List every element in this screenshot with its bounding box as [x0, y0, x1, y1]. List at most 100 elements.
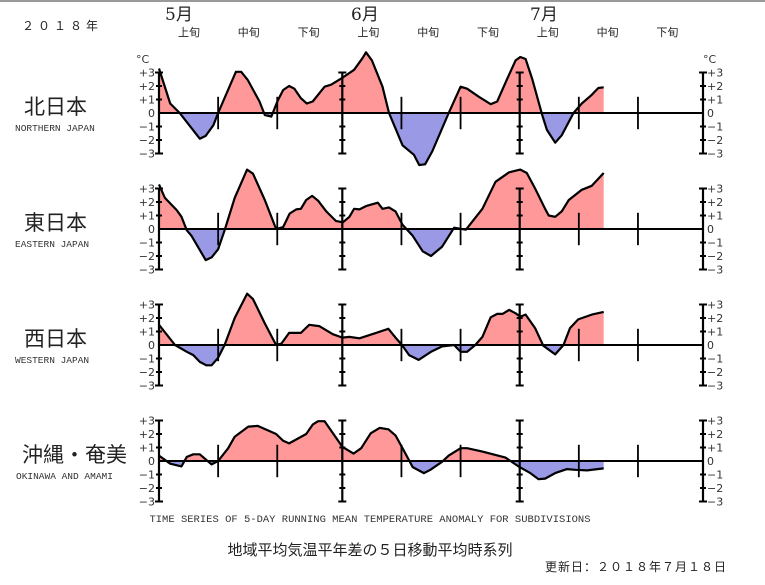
y-tick-label-left: −1: [139, 121, 155, 134]
y-tick-label-right: −2: [707, 250, 723, 263]
y-tick-label-right: −1: [707, 353, 723, 366]
region-name-en: OKINAWA AND AMAMI: [16, 471, 113, 482]
y-tick-label-left: −3: [139, 148, 155, 161]
y-tick-label-right: +3: [707, 183, 723, 196]
y-tick-label-right: +2: [707, 80, 723, 93]
y-tick-label-right: +3: [707, 299, 723, 312]
y-tick-label-left: +3: [139, 415, 155, 428]
region-name-ja: 北日本: [24, 95, 87, 119]
panel-0: +3 +3+2 +2+1 +10 0−1 −1−2 −2−3 −3°C °C: [136, 51, 723, 167]
decade-label: 下旬: [477, 26, 499, 39]
y-tick-label-left: +2: [139, 196, 155, 209]
y-tick-label-right: +2: [707, 196, 723, 209]
decade-label: 上旬: [536, 26, 559, 39]
y-tick-label-right: −1: [707, 469, 723, 482]
negative-anomaly-area: [159, 461, 604, 480]
region-name-ja: 沖縄・奄美: [22, 443, 127, 467]
positive-anomaly-area: [159, 169, 604, 229]
panel-2: +3 +3+2 +2+1 +10 0−1 −1−2 −2−3 −3: [139, 292, 723, 393]
y-tick-label-right: +2: [707, 428, 723, 441]
y-tick-label-left: +3: [139, 183, 155, 196]
y-tick-label-left: −3: [139, 380, 155, 393]
y-tick-label-left: 0: [148, 223, 155, 236]
y-tick-label-right: +2: [707, 312, 723, 325]
y-tick-label-right: −1: [707, 237, 723, 250]
y-tick-label-right: −3: [707, 264, 723, 277]
y-tick-label-right: −3: [707, 496, 723, 509]
y-tick-label-left: +1: [139, 442, 155, 455]
decade-label: 中旬: [596, 26, 619, 39]
y-tick-label-left: +1: [139, 326, 155, 339]
y-tick-label-left: +3: [139, 67, 155, 80]
y-tick-label-right: 0: [707, 107, 714, 120]
anomaly-line: [158, 420, 604, 481]
anomaly-line: [157, 168, 605, 262]
y-tick-label-left: +3: [139, 299, 155, 312]
y-tick-label-right: +1: [707, 210, 723, 223]
negative-anomaly-area: [159, 345, 604, 366]
y-tick-label-left: +2: [139, 428, 155, 441]
month-label-may: 5月: [165, 5, 193, 25]
decade-label: 下旬: [297, 26, 320, 39]
region-name-en: WESTERN JAPAN: [15, 355, 90, 366]
y-tick-label-right: −1: [707, 121, 723, 134]
y-tick-label-right: −2: [707, 482, 723, 495]
month-label-july: 7月: [530, 5, 558, 25]
y-tick-label-right: −2: [707, 134, 723, 147]
y-tick-label-left: 0: [148, 455, 155, 468]
y-tick-label-left: +1: [139, 210, 155, 223]
positive-anomaly-area: [159, 293, 604, 345]
region-name-ja: 西日本: [24, 327, 87, 351]
decade-label: 上旬: [178, 26, 200, 39]
region-name-ja: 東日本: [24, 211, 87, 235]
unit-label-right: °C: [703, 53, 717, 66]
y-tick-label-right: 0: [707, 339, 714, 352]
y-tick-label-left: −2: [139, 250, 155, 263]
y-tick-label-left: −3: [139, 264, 155, 277]
y-tick-label-left: 0: [148, 339, 155, 352]
unit-label-left: °C: [136, 53, 150, 66]
y-tick-label-left: −1: [139, 469, 155, 482]
decade-label: 下旬: [656, 26, 679, 39]
updated-date: 更新日：２０１８年７月１８日: [544, 560, 727, 574]
panel-3: +3 +3+2 +2+1 +10 0−1 −1−2 −2−3 −3: [139, 415, 723, 509]
y-tick-label-left: −2: [139, 366, 155, 379]
y-tick-label-right: 0: [707, 223, 714, 236]
y-tick-label-left: −3: [139, 496, 155, 509]
decade-label: 上旬: [357, 26, 380, 39]
y-tick-label-left: −1: [139, 237, 155, 250]
y-tick-label-left: 0: [148, 107, 155, 120]
y-tick-label-left: +2: [139, 80, 155, 93]
y-tick-label-left: −2: [139, 134, 155, 147]
y-tick-label-right: +3: [707, 415, 723, 428]
decade-label: 中旬: [417, 26, 440, 39]
negative-anomaly-area: [159, 113, 604, 165]
decade-label: 中旬: [237, 26, 260, 39]
y-tick-label-right: −3: [707, 380, 723, 393]
panel-1: +3 +3+2 +2+1 +10 0−1 −1−2 −2−3 −3: [139, 168, 723, 277]
y-tick-label-right: 0: [707, 455, 714, 468]
y-tick-label-left: −1: [139, 353, 155, 366]
anomaly-line: [157, 51, 604, 167]
y-tick-label-left: +2: [139, 312, 155, 325]
positive-anomaly-area: [159, 52, 604, 113]
chart-title-ja: 地域平均気温平年差の５日移動平均時系列: [227, 541, 513, 559]
top-border: [0, 0, 765, 2]
y-tick-label-right: +1: [707, 326, 723, 339]
region-name-en: EASTERN JAPAN: [15, 239, 90, 250]
y-tick-label-right: +1: [707, 442, 723, 455]
y-tick-label-left: +1: [139, 94, 155, 107]
y-tick-label-right: +1: [707, 94, 723, 107]
positive-anomaly-area: [159, 421, 604, 461]
region-name-en: NORTHERN JAPAN: [15, 123, 95, 134]
year-label: ２０１８年: [22, 19, 103, 33]
y-tick-label-right: −3: [707, 148, 723, 161]
chart-title-en: TIME SERIES OF 5-DAY RUNNING MEAN TEMPER…: [149, 514, 591, 526]
y-tick-label-right: +3: [707, 67, 723, 80]
y-tick-label-right: −2: [707, 366, 723, 379]
y-tick-label-left: −2: [139, 482, 155, 495]
anomaly-line: [158, 292, 604, 367]
month-label-june: 6月: [351, 5, 379, 25]
negative-anomaly-area: [159, 229, 604, 261]
